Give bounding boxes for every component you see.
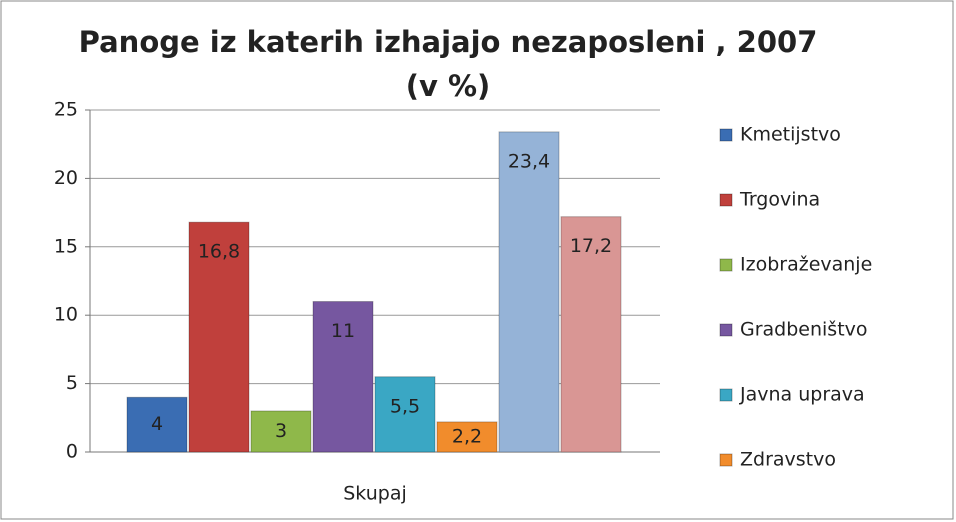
y-tick-label: 5 xyxy=(66,372,78,394)
y-tick-label: 10 xyxy=(54,304,78,326)
legend-label: Kmetijstvo xyxy=(740,124,841,146)
legend-swatch xyxy=(719,453,733,467)
y-tick-label: 15 xyxy=(54,235,78,257)
y-tick-label: 0 xyxy=(66,441,78,463)
data-label: 2,2 xyxy=(452,425,482,447)
data-label: 5,5 xyxy=(390,395,420,417)
chart-title: Panoge iz katerih izhajajo nezaposleni ,… xyxy=(79,25,818,59)
legend-swatch xyxy=(719,323,733,337)
bar xyxy=(250,410,312,453)
chart-subtitle: (v %) xyxy=(406,69,491,103)
bar xyxy=(126,396,188,453)
data-label: 17,2 xyxy=(570,235,612,257)
bar xyxy=(374,376,436,453)
data-label: 23,4 xyxy=(508,150,550,172)
bar xyxy=(436,421,498,453)
y-tick-label: 20 xyxy=(54,167,78,189)
x-tick-label: Skupaj xyxy=(343,483,407,505)
legend-label: Zdravstvo xyxy=(740,449,836,471)
legend-swatch xyxy=(719,388,733,402)
bar xyxy=(188,221,250,453)
legend-label: Izobraževanje xyxy=(740,254,872,276)
data-label: 11 xyxy=(331,320,355,342)
legend-swatch xyxy=(719,193,733,207)
bar xyxy=(498,131,560,453)
legend-label: Trgovina xyxy=(739,189,820,211)
data-label: 4 xyxy=(151,413,163,435)
legend-swatch xyxy=(719,258,733,272)
bar xyxy=(560,216,622,453)
data-label: 16,8 xyxy=(198,241,240,263)
data-label: 3 xyxy=(275,420,287,442)
legend-swatch xyxy=(719,128,733,142)
y-tick-label: 25 xyxy=(54,99,78,121)
bar xyxy=(312,301,374,453)
legend-label: Javna uprava xyxy=(739,384,865,406)
legend-label: Gradbeništvo xyxy=(740,319,868,341)
